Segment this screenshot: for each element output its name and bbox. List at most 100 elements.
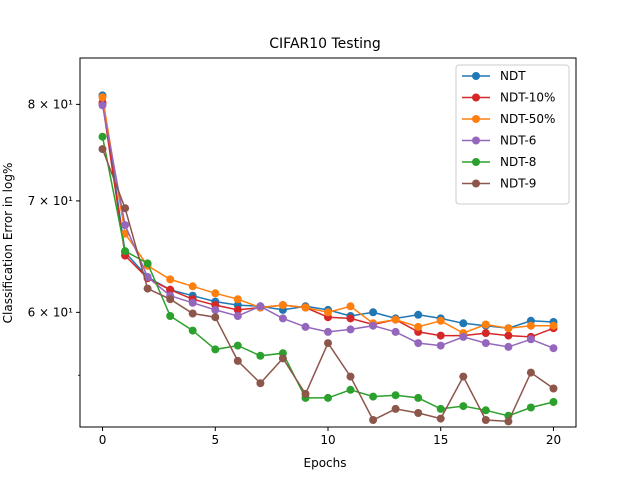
data-point [121, 221, 130, 230]
legend-box [455, 64, 570, 205]
data-point [324, 327, 332, 336]
legend-item: NDT [462, 69, 526, 83]
data-point [369, 392, 378, 401]
data-point [233, 356, 242, 365]
data-point [188, 326, 197, 335]
legend-item: NDT-8 [462, 155, 536, 169]
data-point [98, 101, 107, 110]
plot-frame [79, 57, 577, 428]
data-point [526, 368, 535, 377]
data-point [414, 339, 423, 348]
data-point [98, 132, 107, 141]
data-point [346, 302, 355, 311]
data-point [414, 322, 423, 331]
x-tick-label: 15 [433, 433, 448, 447]
data-point [143, 259, 152, 268]
data-point [549, 384, 558, 393]
y-tick-label: 8 × 10¹ [28, 97, 74, 111]
x-axis-label: Epochs [304, 456, 347, 470]
data-point [301, 322, 310, 331]
legend-item: NDT-9 [462, 177, 536, 191]
legend: NDT NDT-10% NDT-50% NDT-6 NDT-8 NDT-9 [455, 64, 570, 205]
data-point [188, 309, 197, 318]
x-tick-label: 0 [99, 433, 107, 447]
legend-label: NDT [500, 69, 526, 83]
data-point [481, 339, 490, 348]
data-point [504, 342, 513, 351]
data-point [211, 345, 220, 354]
data-point [481, 406, 490, 415]
data-point [369, 308, 378, 317]
data-point [166, 275, 175, 284]
legend-swatch-marker [472, 72, 480, 80]
legend-label: NDT-8 [500, 155, 536, 169]
legend-swatch-marker [472, 179, 480, 188]
data-point [324, 308, 332, 317]
data-point [369, 321, 378, 330]
data-point [436, 414, 445, 423]
x-tick-label: 20 [546, 433, 561, 447]
legend-item: NDT-10% [462, 91, 555, 105]
data-point [526, 321, 535, 330]
data-point [391, 327, 400, 336]
data-point [166, 285, 175, 294]
data-point [211, 313, 220, 322]
legend-swatch-marker [472, 93, 480, 102]
data-point [481, 416, 490, 424]
chart-title: CIFAR10 Testing [269, 36, 380, 52]
data-point [436, 331, 445, 340]
data-point [346, 325, 355, 334]
series-ndt-9 [98, 145, 558, 426]
data-point [121, 204, 130, 213]
legend-swatch-marker [472, 115, 480, 123]
data-point [414, 393, 423, 402]
y-tick-label: 6 × 10¹ [28, 305, 74, 319]
legend-swatch-marker [472, 136, 480, 145]
data-point [526, 403, 535, 412]
data-point [166, 312, 175, 320]
data-point [233, 312, 242, 320]
data-point [301, 389, 310, 398]
data-point [549, 398, 558, 406]
legend-label: NDT-9 [500, 177, 536, 191]
x-tick-label: 5 [211, 433, 219, 447]
data-point [414, 310, 423, 319]
data-point [278, 301, 287, 310]
data-point [324, 339, 332, 348]
data-point [211, 305, 220, 314]
data-point [459, 319, 468, 328]
data-point [391, 315, 400, 324]
data-point [346, 385, 355, 394]
data-point [188, 298, 197, 307]
data-point [481, 329, 490, 338]
data-point [436, 341, 445, 350]
data-point [98, 145, 107, 154]
x-axis-ticks: 0 5 10 15 20 [99, 427, 561, 447]
y-axis-label: Classification Error in log% [1, 163, 15, 324]
data-point [346, 372, 355, 381]
data-point [301, 303, 310, 312]
data-point [233, 341, 242, 350]
data-point [391, 391, 400, 400]
data-point [436, 404, 445, 413]
y-axis-ticks: 6 × 10¹ 7 × 10¹ 8 × 10¹ [28, 97, 80, 376]
data-point [549, 344, 558, 353]
data-point [549, 321, 558, 330]
data-point [188, 282, 197, 291]
data-point [391, 404, 400, 413]
data-point [526, 335, 535, 344]
data-point [98, 93, 107, 102]
data-point [459, 332, 468, 341]
data-point [504, 324, 513, 333]
data-point [256, 351, 265, 360]
data-point [233, 295, 242, 304]
data-point [278, 354, 287, 363]
series-ndt-8 [98, 132, 558, 420]
data-point [459, 402, 468, 411]
data-point [504, 417, 513, 426]
x-tick-label: 10 [320, 433, 335, 447]
data-point [504, 331, 513, 340]
legend-label: NDT-10% [500, 91, 555, 105]
data-point [211, 289, 220, 298]
